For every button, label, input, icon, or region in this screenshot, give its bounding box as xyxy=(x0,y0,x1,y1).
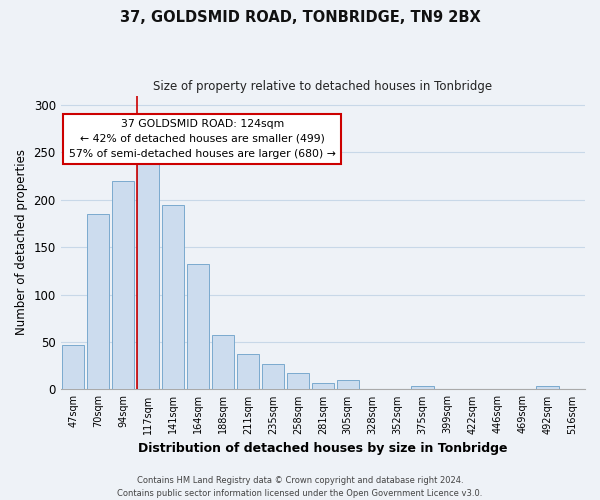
Text: 37 GOLDSMID ROAD: 124sqm
← 42% of detached houses are smaller (499)
57% of semi-: 37 GOLDSMID ROAD: 124sqm ← 42% of detach… xyxy=(69,119,335,158)
Bar xyxy=(262,364,284,390)
Bar xyxy=(62,345,85,390)
Bar xyxy=(137,150,159,390)
Bar xyxy=(87,214,109,390)
Bar xyxy=(236,354,259,390)
Bar xyxy=(287,374,309,390)
Bar xyxy=(112,181,134,390)
Bar xyxy=(311,383,334,390)
Bar xyxy=(212,336,234,390)
Bar xyxy=(162,204,184,390)
Title: Size of property relative to detached houses in Tonbridge: Size of property relative to detached ho… xyxy=(153,80,493,93)
Y-axis label: Number of detached properties: Number of detached properties xyxy=(15,150,28,336)
Bar xyxy=(412,386,434,390)
X-axis label: Distribution of detached houses by size in Tonbridge: Distribution of detached houses by size … xyxy=(138,442,508,455)
Text: Contains HM Land Registry data © Crown copyright and database right 2024.
Contai: Contains HM Land Registry data © Crown c… xyxy=(118,476,482,498)
Bar xyxy=(337,380,359,390)
Bar xyxy=(536,386,559,390)
Bar xyxy=(187,264,209,390)
Text: 37, GOLDSMID ROAD, TONBRIDGE, TN9 2BX: 37, GOLDSMID ROAD, TONBRIDGE, TN9 2BX xyxy=(119,10,481,25)
